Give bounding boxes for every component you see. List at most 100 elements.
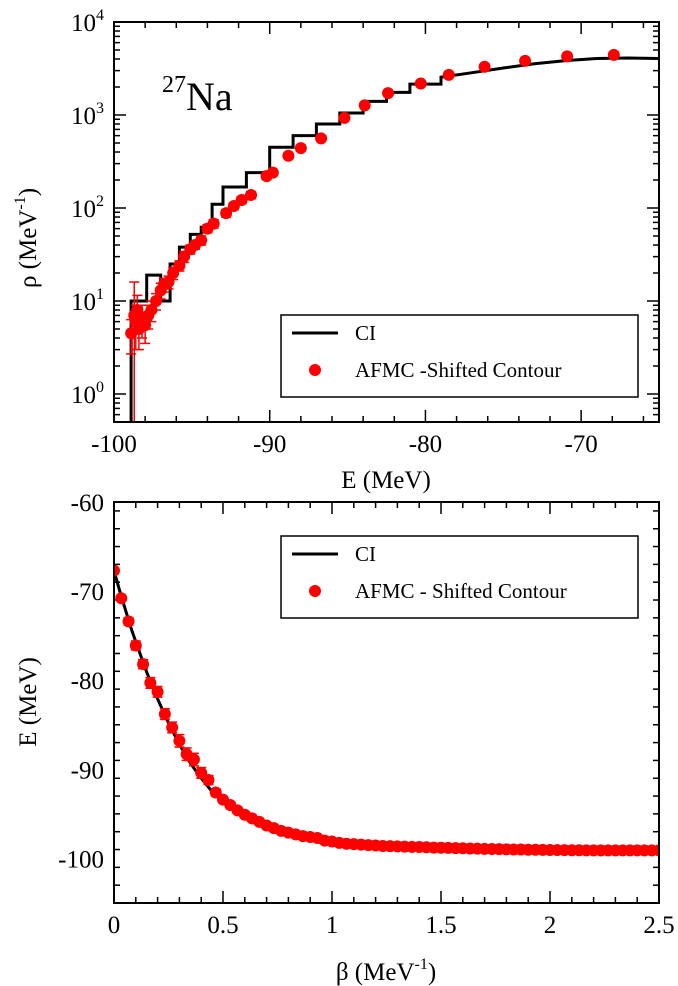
afmc-marker [115,592,128,605]
afmc-point [173,733,186,748]
afmc-point [235,193,248,206]
y-tick-label: -80 [71,668,104,695]
y-tick-label: -70 [71,579,104,606]
bottom-legend-afmc-label: AFMC - Shifted Contour [355,579,567,603]
y-tick-label: 101 [71,286,104,316]
x-tick-label: 2 [544,912,557,939]
top-x-axis-label: E (MeV) [341,467,431,494]
top-legend-afmc-swatch [309,364,321,376]
x-tick-label: -70 [564,431,597,458]
afmc-marker [266,166,279,179]
y-tick-label: -100 [58,846,104,873]
x-tick-label: -80 [409,431,442,458]
x-tick-label: 2.5 [643,912,674,939]
afmc-point [129,639,142,652]
y-tick-label: 104 [71,7,104,37]
afmc-point [382,87,395,100]
bottom-legend: CI AFMC - Shifted Contour [280,535,639,619]
bottom-legend-ci-label: CI [355,542,376,566]
top-legend-box [280,314,639,398]
bottom-plot-frame [113,501,660,904]
afmc-point [115,592,128,605]
x-tick-label: 0.5 [207,912,238,939]
top-x-ticks: -100 -90 -80 -70 [91,22,645,458]
afmc-marker [158,708,171,721]
afmc-marker [245,188,258,201]
afmc-point [245,188,258,201]
afmc-marker [478,60,491,73]
afmc-point [207,217,220,230]
afmc-point [442,68,455,81]
afmc-marker [294,142,307,155]
energy-panel: 0 0.5 1 1.5 2 2.5 -100-90-80-70-60 β (MeV-1) … [15,490,675,986]
y-tick-label: 103 [71,100,104,130]
x-tick-label: 1.5 [425,912,456,939]
bottom-legend-afmc-swatch [309,585,321,597]
nucleus-annotation: 27Na [162,72,233,119]
afmc-marker [114,564,120,577]
afmc-point [561,50,574,63]
top-legend-ci-label: CI [355,321,376,345]
afmc-marker [519,54,532,67]
afmc-point [478,60,491,73]
afmc-point [519,54,532,67]
y-tick-label: 100 [71,379,104,409]
afmc-point [358,99,371,112]
x-tick-label: -90 [253,431,286,458]
afmc-marker [282,149,295,162]
y-tick-label: -90 [71,757,104,784]
afmc-marker [207,217,220,230]
afmc-point [282,149,295,162]
density-panel: -100 -90 -80 -70 100 101 102 103 104 27Na E (Me… [12,7,660,494]
afmc-point [137,658,150,671]
afmc-marker [173,734,186,747]
afmc-point [294,142,307,155]
afmc-marker [442,68,455,81]
afmc-marker [561,50,574,63]
afmc-marker [653,844,659,857]
ci-line [129,56,659,422]
afmc-point [187,752,200,767]
afmc-point [338,111,351,124]
afmc-marker [315,132,328,145]
top-plot-frame [113,21,660,423]
top-y-axis-label: ρ (MeV-1) [12,188,42,288]
afmc-point [122,615,135,628]
top-legend: CI AFMC -Shifted Contour [280,314,639,398]
x-tick-label: 1 [326,912,339,939]
afmc-point [315,132,328,145]
afmc-marker [382,87,395,100]
y-tick-label: -60 [71,490,104,517]
afmc-marker [150,295,163,308]
afmc-point [195,234,208,247]
afmc-marker [607,48,620,61]
afmc-marker [137,658,150,671]
top-legend-afmc-label: AFMC -Shifted Contour [355,358,562,382]
afmc-marker [129,639,142,652]
afmc-marker [166,721,179,734]
afmc-marker [151,685,164,698]
afmc-marker [358,99,371,112]
afmc-marker [235,193,248,206]
x-tick-label: 0 [108,912,121,939]
afmc-point [114,564,120,577]
afmc-point [158,707,171,721]
series-ci-density [129,56,659,422]
afmc-marker [202,774,215,787]
afmc-marker [195,234,208,247]
bottom-y-axis-label: E (MeV) [15,657,42,747]
afmc-marker [187,753,200,766]
afmc-marker [122,615,135,628]
y-tick-label: 102 [71,193,104,223]
afmc-marker [414,77,427,90]
afmc-point [266,166,279,179]
afmc-point [653,844,659,857]
series-afmc-energy [114,564,659,857]
series-afmc-density [125,48,620,422]
afmc-point [166,721,179,734]
afmc-point [414,77,427,90]
afmc-point [151,685,164,698]
bottom-legend-box [280,535,639,619]
afmc-point [607,48,620,61]
